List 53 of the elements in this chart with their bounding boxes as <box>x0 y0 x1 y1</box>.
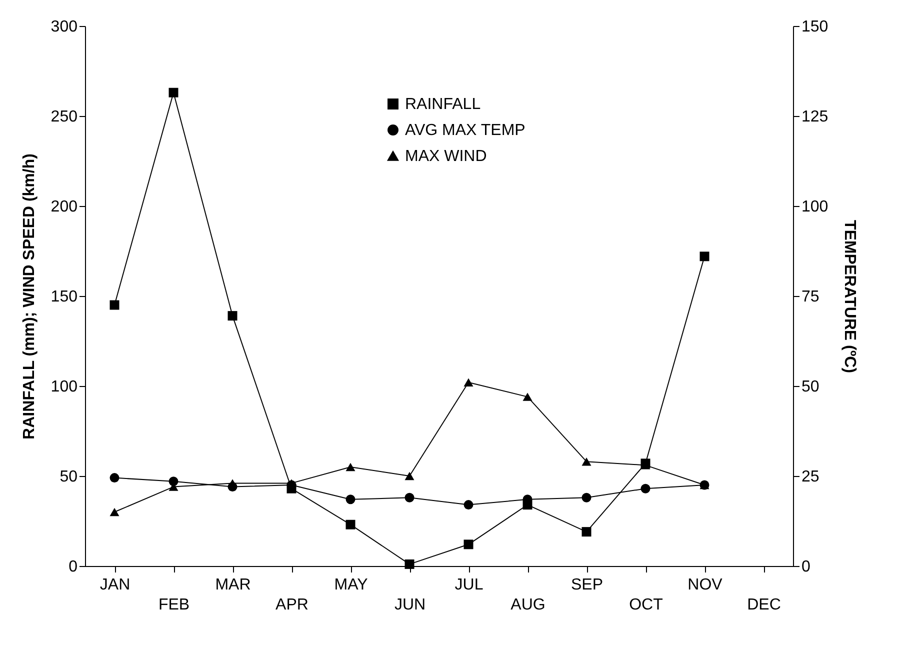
point <box>168 88 178 98</box>
point <box>464 378 474 387</box>
point <box>582 527 592 537</box>
point <box>700 252 710 262</box>
x-tick-label: AUG <box>510 596 546 614</box>
x-tick-label: MAY <box>334 576 368 594</box>
y-tick-label: 0 <box>68 558 78 576</box>
y2-tick-label: 100 <box>802 198 828 216</box>
y2-tick-label: 50 <box>802 378 820 396</box>
x-tick-label: JAN <box>100 576 130 594</box>
y-tick-label: 100 <box>50 378 78 396</box>
point <box>110 508 120 516</box>
point <box>404 559 414 569</box>
point <box>228 482 238 492</box>
legend-label: AVG MAX TEMP <box>405 122 526 139</box>
point <box>346 520 356 530</box>
point <box>404 492 414 502</box>
point <box>582 457 592 466</box>
x-tick-label: JUL <box>454 576 484 594</box>
point <box>522 392 532 401</box>
point <box>110 300 120 310</box>
point <box>228 311 238 321</box>
x-tick-label: NOV <box>688 576 723 594</box>
x-tick-label: MAR <box>215 576 251 594</box>
y-tick-label: 300 <box>50 18 78 36</box>
x-tick-label: SEP <box>570 576 604 594</box>
y-tick-label: 50 <box>60 468 78 486</box>
point <box>640 484 650 494</box>
y-tick-label: 150 <box>50 288 78 306</box>
y-axis-title: RAINFALL (mm); WIND SPEED (km/h) <box>20 154 38 440</box>
x-tick-label: FEB <box>158 596 190 614</box>
x-tick-label: DEC <box>747 596 781 614</box>
point <box>464 500 474 510</box>
point <box>582 492 592 502</box>
y2-tick-label: 125 <box>802 108 828 126</box>
x-tick-label: APR <box>276 596 308 614</box>
y2-tick-label: 25 <box>802 468 820 486</box>
point <box>110 473 120 483</box>
y2-tick-label: 0 <box>802 558 810 576</box>
x-tick-label: OCT <box>629 596 664 614</box>
y-tick-label: 250 <box>50 108 78 126</box>
legend-label: RAINFALL <box>405 96 481 113</box>
x-tick-label: JUN <box>394 596 426 614</box>
y2-tick-label: 75 <box>802 288 820 306</box>
point <box>464 540 474 550</box>
point <box>404 472 414 480</box>
legend-label: MAX WIND <box>405 148 487 165</box>
point <box>346 462 356 472</box>
point <box>168 476 178 486</box>
y-tick-label: 200 <box>50 198 78 216</box>
y2-tick-label: 150 <box>802 18 828 36</box>
y2-axis-title: TEMPERATURE (ºC) <box>841 220 858 374</box>
point <box>346 494 356 504</box>
